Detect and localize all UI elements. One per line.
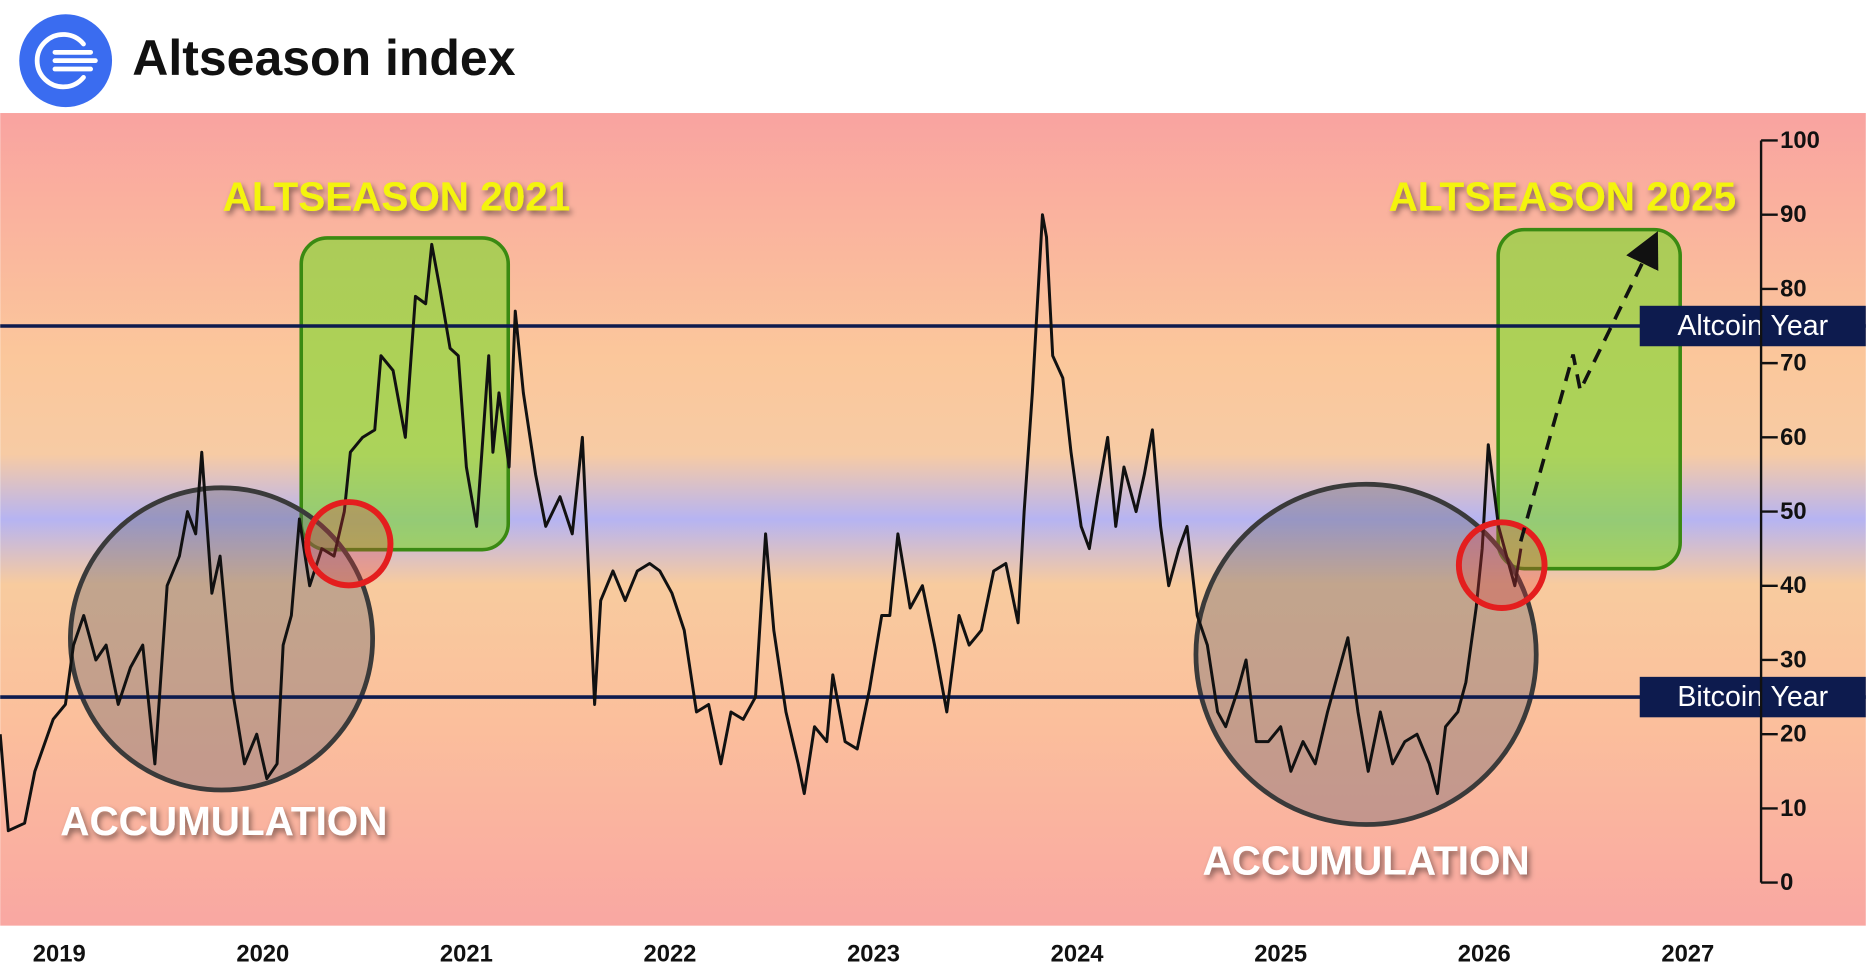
y-tick-label: 30 <box>1780 646 1806 673</box>
annotation-shapes <box>304 231 1659 611</box>
x-tick-label: 2024 <box>1051 941 1105 968</box>
y-tick-label: 90 <box>1780 201 1806 228</box>
reference-label: Altcoin Year <box>1639 305 1866 347</box>
annotation: ALTSEASON 2021 <box>223 174 571 220</box>
reference-label-box <box>1639 305 1866 347</box>
y-tick-label: 80 <box>1780 275 1806 302</box>
x-tick-label: 2022 <box>644 941 697 968</box>
reference-label-box <box>1639 676 1866 718</box>
annotation: ACCUMULATION <box>1202 837 1529 883</box>
y-tick-label: 70 <box>1780 350 1806 377</box>
x-tick-label: 2020 <box>236 941 289 968</box>
y-tick-label: 10 <box>1780 795 1806 822</box>
reference-label-text: Bitcoin Year <box>1677 681 1828 713</box>
x-tick-label: 2019 <box>33 941 86 968</box>
data-layer <box>0 213 1866 833</box>
y-tick-label: 0 <box>1780 869 1793 896</box>
y-tick-label: 20 <box>1780 721 1806 748</box>
breakout-circle <box>304 499 394 589</box>
accumulation-circle <box>1193 481 1539 827</box>
projection-arrow <box>1519 231 1659 542</box>
chart-title: Altseason index <box>132 30 515 86</box>
annotation: ALTSEASON 2025 <box>1389 174 1737 220</box>
logo <box>19 14 113 108</box>
reference-label: Bitcoin Year <box>1639 676 1866 718</box>
highlight-box <box>299 236 511 552</box>
highlight-box <box>1496 227 1682 571</box>
x-tick-label: 2027 <box>1661 941 1714 968</box>
y-tick-label: 100 <box>1780 127 1820 154</box>
x-tick-label: 2021 <box>440 941 493 968</box>
x-tick-label: 2023 <box>847 941 900 968</box>
annotation: ACCUMULATION <box>60 798 387 844</box>
data-line <box>0 213 1523 833</box>
y-tick-label: 60 <box>1780 424 1806 451</box>
x-tick-label: 2026 <box>1458 941 1511 968</box>
y-tick-label: 40 <box>1780 572 1806 599</box>
y-tick-label: 50 <box>1780 498 1806 525</box>
breakout-circle <box>1455 519 1548 611</box>
reference-label-text: Altcoin Year <box>1677 310 1828 342</box>
x-tick-label: 2025 <box>1254 941 1307 968</box>
